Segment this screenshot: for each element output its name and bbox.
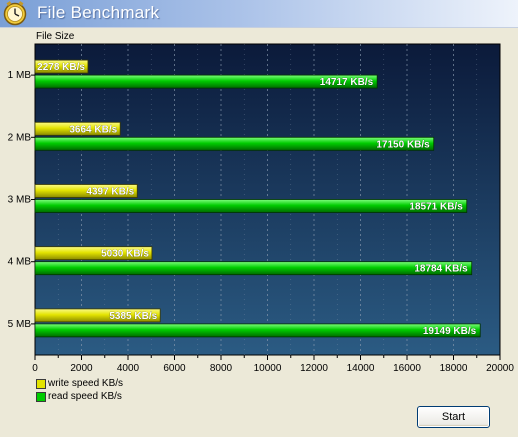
write-data-label: 3664 KB/s [69,124,117,135]
write-data-label: 5030 KB/s [101,249,149,260]
read-bar [34,199,468,213]
legend-item-write: write speed KB/s [36,377,123,390]
y-category-label: 4 MB [8,257,32,268]
write-data-label: 2278 KB/s [37,62,85,73]
read-data-label: 18784 KB/s [414,264,468,275]
read-data-label: 18571 KB/s [409,202,463,213]
x-tick-label: 16000 [393,363,421,374]
legend-swatch-read [36,392,46,402]
x-tick-label: 10000 [254,363,282,374]
x-tick-label: 6000 [163,363,186,374]
y-category-label: 2 MB [8,132,32,143]
legend-label-write: write speed KB/s [48,378,124,389]
write-data-label: 4397 KB/s [86,187,134,198]
read-bar [34,74,378,89]
legend-item-read: read speed KB/s [36,390,123,403]
x-tick-label: 12000 [300,363,328,374]
write-bar [34,308,161,323]
write-bar [34,121,121,136]
read-bar [34,323,481,338]
write-bar [34,184,138,198]
x-tick-label: 20000 [486,363,514,374]
x-tick-label: 18000 [440,363,468,374]
write-data-label: 5385 KB/s [109,311,157,322]
x-tick-label: 0 [32,363,38,374]
legend: write speed KB/s read speed KB/s [36,377,123,403]
read-data-label: 17150 KB/s [376,139,430,150]
write-bar [34,246,153,261]
title-bar: File Benchmark [0,0,518,28]
read-bar [34,261,473,276]
window-title: File Benchmark [37,3,160,22]
y-axis-title: File Size [36,31,75,42]
y-category-label: 1 MB [8,70,32,81]
read-data-label: 14717 KB/s [320,77,374,88]
x-tick-label: 2000 [70,363,93,374]
write-bar [34,59,89,74]
benchmark-app-icon [3,1,27,26]
read-bar [34,136,435,151]
legend-swatch-write [36,379,46,389]
read-data-label: 19149 KB/s [423,326,477,337]
x-tick-label: 14000 [347,363,375,374]
start-button[interactable]: Start [417,406,490,428]
legend-label-read: read speed KB/s [48,391,122,402]
x-tick-label: 8000 [210,363,233,374]
y-category-label: 3 MB [8,195,32,206]
x-tick-label: 4000 [117,363,140,374]
y-category-label: 5 MB [8,319,32,330]
